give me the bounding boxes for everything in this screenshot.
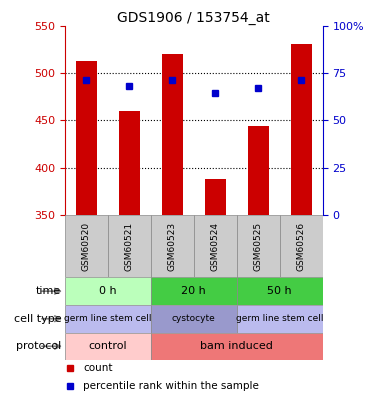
- Bar: [65, 215, 108, 277]
- Title: GDS1906 / 153754_at: GDS1906 / 153754_at: [118, 11, 270, 25]
- Bar: [194, 215, 237, 277]
- Bar: [76, 61, 97, 215]
- Bar: [119, 111, 140, 215]
- Text: control: control: [89, 341, 127, 351]
- Text: GSM60520: GSM60520: [82, 222, 91, 271]
- Text: GSM60526: GSM60526: [297, 222, 306, 271]
- Text: 50 h: 50 h: [267, 286, 292, 296]
- Bar: [162, 53, 183, 215]
- Bar: [237, 277, 323, 305]
- Text: time: time: [36, 286, 61, 296]
- Bar: [280, 215, 323, 277]
- Bar: [290, 44, 312, 215]
- Text: percentile rank within the sample: percentile rank within the sample: [83, 381, 259, 391]
- Bar: [65, 305, 151, 333]
- Text: 20 h: 20 h: [181, 286, 206, 296]
- Text: GSM60524: GSM60524: [211, 222, 220, 271]
- Bar: [108, 215, 151, 277]
- Text: 0 h: 0 h: [99, 286, 117, 296]
- Bar: [151, 277, 237, 305]
- Text: GSM60523: GSM60523: [168, 222, 177, 271]
- Text: GSM60521: GSM60521: [125, 222, 134, 271]
- Bar: [247, 126, 269, 215]
- Text: cell type: cell type: [14, 314, 61, 324]
- Text: germ line stem cell: germ line stem cell: [64, 314, 152, 323]
- Text: count: count: [83, 363, 112, 373]
- Text: cystocyte: cystocyte: [172, 314, 216, 323]
- Bar: [151, 305, 237, 333]
- Bar: [65, 277, 151, 305]
- Text: GSM60525: GSM60525: [254, 222, 263, 271]
- Text: protocol: protocol: [16, 341, 61, 351]
- Bar: [151, 333, 323, 360]
- Bar: [204, 179, 226, 215]
- Bar: [151, 215, 194, 277]
- Text: germ line stem cell: germ line stem cell: [236, 314, 324, 323]
- Text: bam induced: bam induced: [200, 341, 273, 351]
- Bar: [237, 215, 280, 277]
- Bar: [237, 305, 323, 333]
- Bar: [65, 333, 151, 360]
